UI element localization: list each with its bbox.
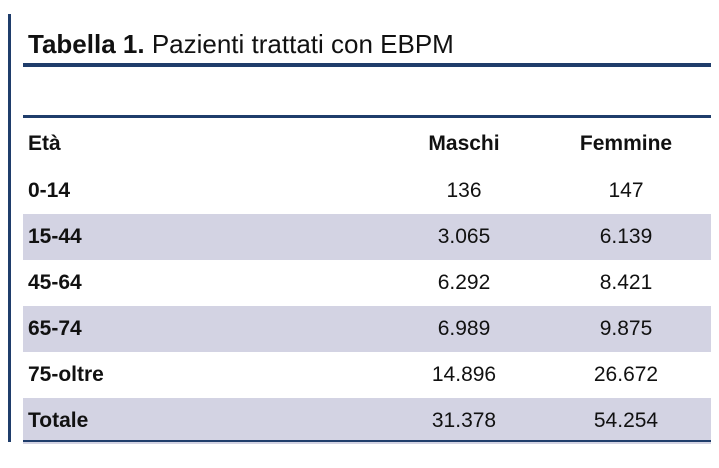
total-males: 31.378 [387, 398, 541, 444]
row-age: 15-44 [23, 214, 387, 260]
row-females: 6.139 [541, 214, 711, 260]
table-top-rule [23, 115, 711, 118]
header-females: Femmine [579, 132, 673, 155]
row-females: 8.421 [599, 271, 653, 294]
table-label: Tabella 1. [28, 29, 145, 59]
table-row: 65-74 6.989 9.875 [23, 306, 711, 352]
header-males: Maschi [428, 132, 500, 155]
row-females: 26.672 [593, 363, 659, 386]
data-table: Età Maschi Femmine 0-14 136 147 15-44 3.… [23, 120, 711, 444]
row-age: 65-74 [23, 306, 387, 352]
header-row: Età Maschi Femmine [23, 120, 711, 168]
total-row: Totale 31.378 54.254 [23, 398, 711, 444]
row-age: 75-oltre [28, 363, 104, 386]
row-males: 6.292 [437, 271, 491, 294]
row-age: 0-14 [28, 179, 71, 202]
table-row: 75-oltre 14.896 26.672 [23, 352, 711, 398]
title-underline [23, 63, 711, 67]
row-females: 147 [608, 179, 644, 202]
table-figure: Tabella 1. Pazienti trattati con EBPM Et… [8, 8, 711, 444]
table-row: 0-14 136 147 [23, 168, 711, 214]
row-males: 14.896 [431, 363, 497, 386]
row-age: 45-64 [28, 271, 82, 294]
row-females: 9.875 [541, 306, 711, 352]
row-males: 136 [446, 179, 482, 202]
table-row: 45-64 6.292 8.421 [23, 260, 711, 306]
header-age: Età [28, 132, 61, 155]
left-accent-rule [8, 14, 11, 442]
table-caption: Pazienti trattati con EBPM [151, 29, 454, 59]
table-title: Tabella 1. Pazienti trattati con EBPM [28, 28, 454, 60]
total-label: Totale [23, 398, 387, 444]
table-row: 15-44 3.065 6.139 [23, 214, 711, 260]
row-males: 3.065 [387, 214, 541, 260]
table-bottom-rule [23, 440, 711, 442]
total-females: 54.254 [541, 398, 711, 444]
row-males: 6.989 [387, 306, 541, 352]
